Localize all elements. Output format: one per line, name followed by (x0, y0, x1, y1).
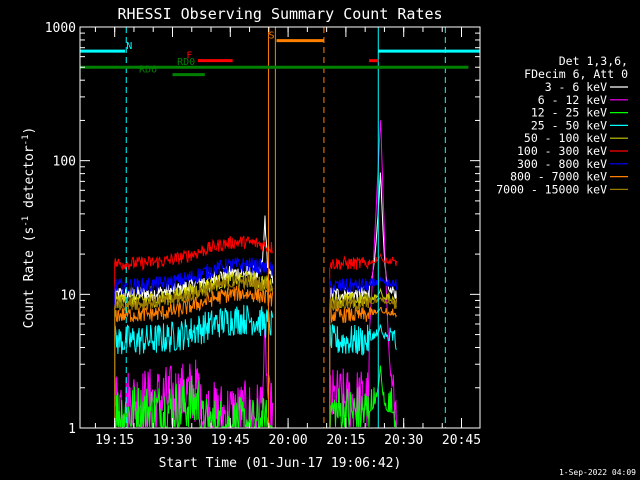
series-line-800-7000kev (329, 306, 397, 428)
chart-title: RHESSI Observing Summary Count Rates (117, 5, 442, 23)
y-tick-label: 1000 (45, 21, 76, 36)
x-tick-label: 20:30 (384, 433, 423, 448)
series-line-100-300kev (114, 235, 274, 428)
series-line-12-25kev (329, 365, 397, 428)
series-line-6-12kev (329, 120, 397, 428)
y-tick-label: 100 (53, 155, 76, 170)
x-axis-label: Start Time (01-Jun-17 19:06:42) (159, 456, 402, 471)
legend-label: 25 - 50 keV (531, 118, 607, 132)
x-tick-label: 20:00 (269, 433, 308, 448)
series-line-300-800kev (114, 257, 274, 428)
legend-header: Det 1,3,6, (559, 54, 628, 68)
legend-label: 3 - 6 keV (545, 80, 607, 94)
x-tick-label: 19:15 (95, 433, 134, 448)
series-line-300-800kev (329, 276, 397, 428)
x-tick-label: 19:30 (153, 433, 192, 448)
legend-label: 6 - 12 keV (538, 93, 607, 107)
series-line-12-25kev (114, 375, 273, 428)
flag-label-rd0: RD0 (177, 57, 195, 68)
plot-frame (79, 26, 481, 429)
series-line-25-50kev (114, 304, 274, 428)
series-line-100-300kev (329, 253, 397, 428)
flag-label-f: F (186, 51, 192, 62)
series-line-25-50kev (329, 323, 397, 428)
x-tick-label: 20:45 (442, 433, 481, 448)
plot-area: N F S RD0 RD6 (80, 27, 480, 428)
series-line-7000-15000kev (329, 295, 397, 428)
flag-label-rd6: RD6 (139, 65, 157, 76)
series-line-7000-15000kev (114, 275, 274, 428)
y-axis-label: Count Rate (s-1 detector-1) (21, 127, 37, 329)
timestamp: 1-Sep-2022 04:09 (559, 468, 636, 477)
flag-label-n: N (126, 41, 132, 52)
y-tick-label: 1 (68, 422, 76, 437)
legend-label: 12 - 25 keV (531, 106, 607, 120)
series-line-800-7000kev (114, 285, 274, 428)
flag-label-s: S (268, 31, 274, 42)
x-tick-label: 20:15 (326, 433, 365, 448)
x-tick-label: 19:45 (211, 433, 250, 448)
legend-header: FDecim 6, Att 0 (524, 67, 628, 81)
legend-label: 100 - 300 keV (517, 144, 607, 158)
legend-label: 7000 - 15000 keV (496, 182, 607, 196)
y-tick-label: 10 (60, 288, 76, 303)
legend-label: 300 - 800 keV (517, 157, 607, 171)
legend-label: 800 - 7000 keV (510, 170, 607, 184)
axes: 1 10 100 1000 19:15 19:30 19:45 20:00 20:15 20:30… (21, 21, 481, 448)
legend-label: 50 - 100 keV (524, 131, 607, 145)
